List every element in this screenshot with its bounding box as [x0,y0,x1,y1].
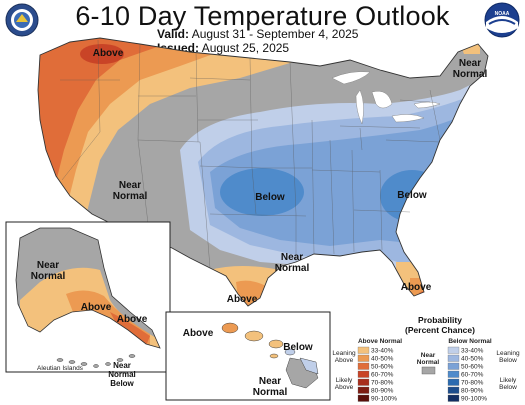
legend-above-bin-label: 33-40% [371,348,394,355]
legend-likely-above-1: Likely [336,377,353,384]
legend-above-bin-label: 60-70% [371,372,394,379]
ak-label-nnb-2: Normal [108,370,136,379]
legend-below-bin-label: 70-80% [461,380,484,387]
legend-above-bin-label: 50-60% [371,364,394,371]
legend-below-header: Below Normal [448,338,492,345]
legend-near-header-1: Near [421,352,436,359]
label-below-central: Below [255,192,285,203]
legend-leaning-below-2: Below [499,357,517,364]
issued-date: August 25, 2025 [201,41,290,55]
valid-label: Valid: [157,27,190,41]
noaa-logo-icon: NOAA [484,2,520,38]
legend-above-bin-label: 70-80% [371,380,394,387]
label-near-ne-1: Near [459,58,481,69]
label-above-fl: Above [401,282,432,293]
ak-label-above-1: Above [81,302,112,313]
great-lakes [331,71,441,125]
legend-below-bin-label: 50-60% [461,364,484,371]
legend-title-1: Probability [418,315,462,325]
legend-below-bin-label: 90-100% [461,396,487,403]
ak-label-nnb-3: Below [110,379,134,388]
legend-below-bin-label: 80-90% [461,388,484,395]
ak-label-above-2: Above [117,314,148,325]
legend-leaning-below-1: Leaning [496,350,520,357]
label-near-ne-2: Normal [453,69,488,80]
legend-below-bin-swatch [447,362,460,370]
legend-below-bin-label: 40-50% [461,356,484,363]
legend-above-bin-label: 40-50% [371,356,394,363]
label-near-s-2: Normal [275,263,310,274]
legend-above-rows: 33-40%40-50%50-60%60-70%70-80%80-90%90-1… [357,346,397,403]
legend-below-bin-swatch [447,370,460,378]
legend-below-bin-swatch [447,354,460,362]
legend-below-bin-swatch [447,346,460,354]
legend-above-bin-swatch [357,378,370,386]
legend-title-2: (Percent Chance) [405,325,475,335]
legend-below-bin-label: 60-70% [461,372,484,379]
conus-labels: Above Near Normal Near Normal Below Belo… [93,48,488,305]
label-above-tx: Above [227,294,258,305]
label-above-nw: Above [93,48,124,59]
legend-below-rows: 33-40%40-50%50-60%60-70%70-80%80-90%90-1… [447,346,487,403]
hi-label-above: Above [183,328,214,339]
noaa-logo-text: NOAA [495,11,510,17]
valid-row: Valid: August 31 - September 4, 2025 [157,27,358,41]
legend-likely-below-1: Likely [500,377,517,384]
valid-dates: August 31 - September 4, 2025 [191,27,359,41]
label-near-w-2: Normal [113,191,148,202]
legend-below-bin-swatch [447,378,460,386]
label-below-se: Below [397,190,427,201]
hawaii-inset: Above Below Near Normal [165,311,331,401]
label-near-w-1: Near [119,180,141,191]
legend-above-bin-label: 80-90% [371,388,394,395]
legend-likely-above-2: Above [335,384,354,391]
legend-below-bin-swatch [447,394,460,402]
legend-above-bin-swatch [357,354,370,362]
legend-below-bin-swatch [447,386,460,394]
legend-above-bin-swatch [357,362,370,370]
legend-below-bin-label: 33-40% [461,348,484,355]
legend-likely-below-2: Below [499,384,517,391]
legend-leaning-above-1: Leaning [332,350,356,357]
legend-above-header: Above Normal [358,338,402,345]
legend-above-bin-swatch [357,346,370,354]
page-title: 6-10 Day Temperature Outlook [75,1,450,31]
ak-label-near-1: Near [37,260,59,271]
hi-label-near-1: Near [259,376,281,387]
legend-near-swatch [421,366,436,375]
legend-leaning-above-2: Above [335,357,354,364]
legend-above-bin-swatch [357,386,370,394]
legend-near-header-2: Normal [417,359,440,366]
ak-label-near-2: Normal [31,271,66,282]
state-boundaries [60,39,441,269]
legend-above-bin-swatch [357,394,370,402]
ak-label-nnb-1: Near [113,361,131,370]
label-near-s-1: Near [281,252,303,263]
ak-label-aleutian: Aleutian Islands [37,365,84,372]
hi-label-near-2: Normal [253,387,288,398]
hi-label-below: Below [283,342,313,353]
alaska-inset: Near Normal Above Above Aleutian Islands… [5,221,171,388]
legend-above-bin-swatch [357,370,370,378]
legend-above-bin-label: 90-100% [371,396,397,403]
doc-seal-icon [5,3,39,37]
legend: Probability (Percent Chance) Above Norma… [332,315,520,403]
